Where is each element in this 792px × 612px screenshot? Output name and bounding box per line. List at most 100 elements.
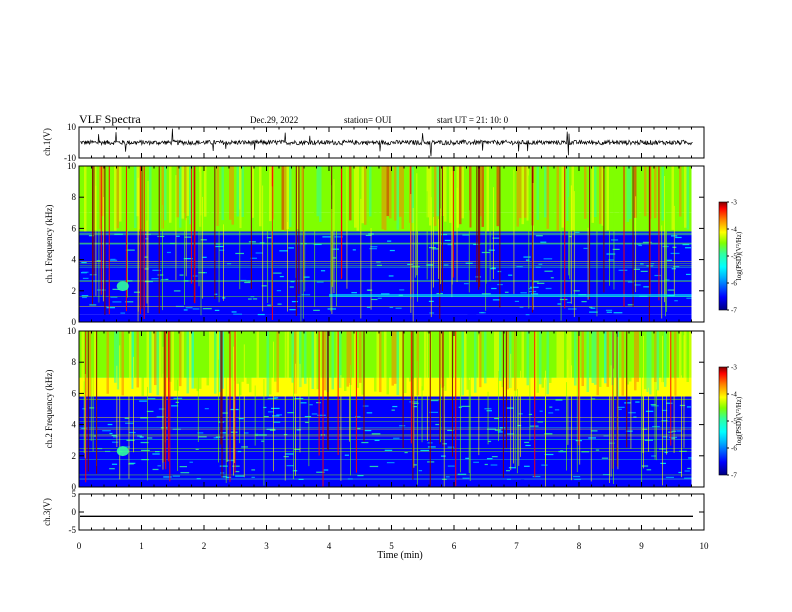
spectrogram-speckle — [245, 280, 252, 282]
spectrogram-noise — [591, 331, 594, 383]
spectrogram-speckle — [110, 258, 116, 260]
spectrogram-speckle — [309, 404, 313, 406]
spectrogram-speckle — [486, 410, 492, 412]
spectrogram-noise — [281, 166, 284, 230]
spectrogram-noise — [86, 166, 89, 222]
spectrogram-speckle — [292, 470, 298, 472]
spectrogram-speckle — [574, 288, 583, 290]
spectrogram-speckle — [185, 307, 193, 309]
spectrogram-speckle — [125, 249, 135, 251]
spectrogram-noise — [481, 166, 484, 227]
spectrogram-speckle — [200, 239, 207, 241]
spectrogram-noise — [674, 166, 677, 223]
spectrogram-speckle — [316, 460, 322, 462]
spectrogram-noise — [354, 166, 357, 228]
spectrogram-speckle — [213, 437, 218, 439]
spectrogram-speckle — [376, 264, 382, 266]
spectrogram-speckle — [415, 439, 422, 441]
spectrogram-noise — [386, 331, 389, 395]
spectrogram-speckle — [508, 274, 513, 276]
spectrogram-noise — [196, 331, 199, 392]
spectrogram-speckle — [528, 413, 533, 416]
spectrogram-speckle — [628, 412, 636, 414]
ch2-spec-ylabel: ch.2 Frequency (kHz) — [44, 370, 54, 449]
spectrogram-speckle — [157, 274, 164, 276]
spectrogram-speckle — [114, 233, 123, 235]
spectrogram-speckle — [263, 416, 269, 418]
spectrogram-noise — [496, 166, 499, 227]
spectrogram-speckle — [332, 257, 337, 259]
spec1-ytick-label: 10 — [67, 161, 77, 171]
spectrogram-speckle — [110, 309, 117, 311]
spectrogram-speckle — [442, 443, 447, 445]
time-axis: 0 1 2 3 4 5 6 7 8 9 10 — [77, 541, 709, 551]
spectrogram-noise — [286, 166, 289, 230]
spectrogram-speckle — [248, 241, 256, 243]
spectrogram-noise — [236, 166, 239, 217]
spectrogram-noise — [494, 331, 497, 395]
spectrogram-speckle — [656, 432, 660, 435]
spectrogram-speckle — [89, 304, 97, 306]
spectrogram-speckle — [675, 236, 682, 239]
time-tick-label: 1 — [139, 541, 144, 551]
spectrogram-speckle — [445, 476, 450, 478]
spectrogram-noise — [154, 331, 157, 386]
spectrogram-speckle — [112, 288, 120, 290]
spectrogram-noise — [449, 166, 452, 223]
spectrogram-noise — [179, 166, 182, 228]
spectrogram-noise — [569, 331, 572, 393]
spectrogram-noise — [399, 166, 402, 217]
spectrogram-noise — [399, 331, 402, 396]
spectrogram-speckle — [540, 241, 547, 243]
spectrogram-noise — [256, 331, 259, 390]
spectrogram-speckle — [492, 299, 500, 301]
spectrogram-noise — [394, 331, 397, 384]
spectrogram-noise — [464, 331, 467, 397]
spectrogram-speckle — [685, 247, 691, 249]
spectrogram-noise — [626, 166, 629, 222]
spectrogram-speckle — [559, 298, 568, 301]
spectrogram-speckle — [661, 420, 668, 422]
spectrogram-speckle — [202, 308, 212, 310]
spectrogram-speckle — [192, 308, 200, 310]
spectrogram-speckle — [567, 308, 577, 310]
spectrogram-speckle — [313, 243, 322, 246]
ch1-spec-ylabel: ch.1 Frequency (kHz) — [44, 205, 54, 284]
spectrogram-speckle — [535, 235, 543, 237]
spectrogram-noise — [606, 166, 609, 231]
spectrogram-speckle — [189, 461, 193, 463]
spectrogram-speckle — [426, 264, 434, 266]
spectrogram-speckle — [618, 269, 628, 271]
spectrogram-speckle — [455, 308, 463, 310]
spectrogram-speckle — [545, 287, 552, 290]
spectrogram-speckle — [369, 465, 379, 468]
spectrogram-speckle — [183, 280, 189, 282]
spectrogram-speckle — [601, 457, 609, 459]
spectrogram-noise — [181, 331, 184, 384]
spectrogram-speckle — [267, 397, 277, 400]
spectrogram-speckle — [429, 411, 439, 413]
spectrogram-noise — [176, 331, 179, 391]
spectrogram-speckle — [88, 235, 95, 237]
spectrogram-speckle — [566, 301, 572, 304]
ch1-trace — [79, 128, 693, 157]
spectrogram-noise — [99, 166, 102, 230]
spectrogram-speckle — [112, 301, 122, 303]
spectrogram-noise — [409, 331, 412, 382]
spectrogram-speckle — [112, 436, 118, 438]
spectrogram-speckle — [112, 441, 119, 443]
spectrogram-speckle — [371, 298, 378, 301]
spectrogram-speckle — [412, 402, 419, 405]
spectrogram-noise — [594, 166, 597, 218]
spectrogram-speckle — [396, 288, 405, 290]
spectrogram-speckle — [296, 429, 301, 431]
spectrogram-speckle — [490, 464, 498, 466]
spectrogram-noise — [394, 166, 397, 221]
spectrogram-speckle — [141, 449, 150, 452]
spectrogram-noise — [254, 166, 257, 218]
spectrogram-speckle — [351, 292, 357, 294]
spectrogram-noise — [541, 331, 544, 388]
spectrogram-speckle — [447, 429, 454, 432]
spectrogram-speckle — [574, 478, 581, 481]
spectrogram-speckle — [598, 277, 603, 279]
